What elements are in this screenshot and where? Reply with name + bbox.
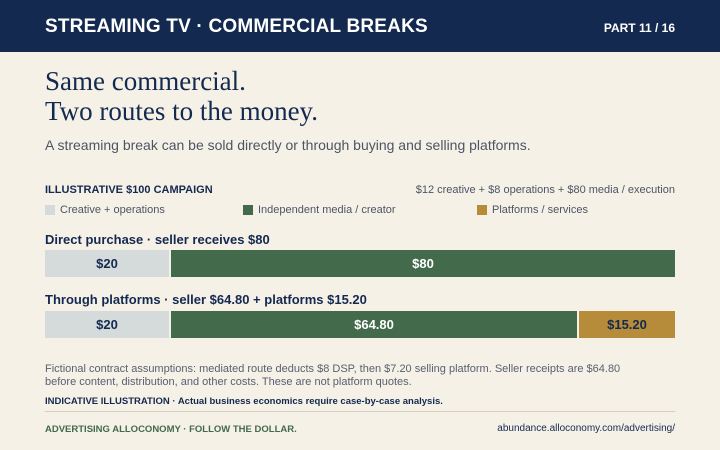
part-indicator: PART 11 / 16 [603,21,675,35]
footer-divider [45,411,675,412]
page-title: STREAMING TV · COMMERCIAL BREAKS [45,16,428,37]
bar-segment-creative: $20 [45,311,169,338]
legend-item-creative: Creative + operations [45,204,165,216]
legend-label-media: Independent media / creator [258,204,396,216]
subtitle: A streaming break can be sold directly o… [45,137,531,153]
header-bar: STREAMING TV · COMMERCIAL BREAKS PART 11… [0,0,720,52]
bar-value-label: $15.20 [607,317,647,332]
bar-segment-platforms: $15.20 [579,311,675,338]
bar-value-label: $20 [96,317,118,332]
series-tagline: ADVERTISING ALLOCONOMY · FOLLOW THE DOLL… [45,424,297,435]
disclaimer: INDICATIVE ILLUSTRATION · Actual busines… [45,396,443,407]
campaign-label: ILLUSTRATIVE $100 CAMPAIGN [45,184,213,196]
bar-value-label: $64.80 [354,317,394,332]
source-url[interactable]: abundance.alloconomy.com/advertising/ [497,423,675,434]
assumptions-note: Fictional contract assumptions: mediated… [45,363,621,388]
legend-label-platforms: Platforms / services [492,204,588,216]
bar-value-label: $20 [96,256,118,271]
row-label-direct: Direct purchase · seller receives $80 [45,232,270,247]
row-label-platforms: Through platforms · seller $64.80 + plat… [45,292,367,307]
bar-segment-media: $64.80 [171,311,577,338]
campaign-formula: $12 creative + $8 operations + $80 media… [415,184,675,196]
legend-swatch-platforms [477,205,487,215]
bar-segment-media: $80 [171,250,675,277]
headline: Same commercial. Two routes to the money… [45,66,318,126]
legend-swatch-creative [45,205,55,215]
legend-item-platforms: Platforms / services [477,204,588,216]
bar-segment-creative: $20 [45,250,169,277]
bar-value-label: $80 [412,256,434,271]
headline-line-1: Same commercial. [45,66,246,96]
legend-item-media: Independent media / creator [243,204,396,216]
legend-swatch-media [243,205,253,215]
headline-line-2: Two routes to the money. [45,96,319,126]
legend-label-creative: Creative + operations [60,204,165,216]
